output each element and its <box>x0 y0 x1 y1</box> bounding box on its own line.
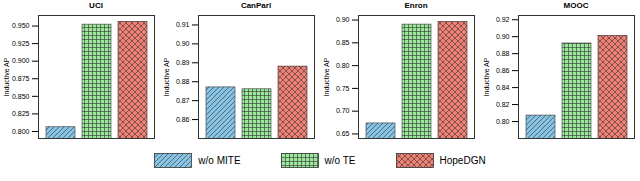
svg-text:0.92: 0.92 <box>496 16 510 23</box>
html-text:Enron: Enron <box>404 1 428 10</box>
svg-text:0.90: 0.90 <box>496 33 510 40</box>
svg-text:0.925: 0.925 <box>12 40 30 47</box>
svg-text:0.800: 0.800 <box>12 128 30 135</box>
svg-text:Inductive AP: Inductive AP <box>3 57 10 96</box>
svg-text:0.825: 0.825 <box>12 110 30 117</box>
svg-text:0.85: 0.85 <box>336 39 350 46</box>
svg-text:0.86: 0.86 <box>496 67 510 74</box>
svg-text:0.950: 0.950 <box>12 22 30 29</box>
svg-text:0.80: 0.80 <box>336 62 350 69</box>
svg-text:0.84: 0.84 <box>496 84 510 91</box>
html-text:MOOC: MOOC <box>563 1 589 10</box>
svg-text:0.86: 0.86 <box>176 116 190 123</box>
svg-text:Inductive AP: Inductive AP <box>163 57 170 96</box>
svg-text:0.91: 0.91 <box>176 21 190 28</box>
html-text:UCI: UCI <box>89 1 103 10</box>
svg-text:0.90: 0.90 <box>336 16 350 23</box>
svg-text:0.850: 0.850 <box>12 93 30 100</box>
svg-text:Inductive AP: Inductive AP <box>483 57 490 96</box>
svg-text:0.70: 0.70 <box>336 107 350 114</box>
svg-text:0.90: 0.90 <box>176 40 190 47</box>
html-text:CanParl: CanParl <box>240 1 272 10</box>
svg-text:0.875: 0.875 <box>12 75 30 82</box>
svg-text:0.900: 0.900 <box>12 57 30 64</box>
svg-text:0.88: 0.88 <box>176 78 190 85</box>
html-text:w/o MITE: w/o MITE <box>198 154 241 166</box>
svg-text:0.87: 0.87 <box>176 97 190 104</box>
svg-text:0.82: 0.82 <box>496 101 510 108</box>
html-text:w/o TE: w/o TE <box>324 154 356 166</box>
svg-text:0.75: 0.75 <box>336 85 350 92</box>
svg-text:Inductive AP: Inductive AP <box>323 57 330 96</box>
svg-text:0.80: 0.80 <box>496 118 510 125</box>
html-text:HopeDGN: HopeDGN <box>439 154 486 166</box>
svg-text:0.65: 0.65 <box>336 130 350 137</box>
svg-text:0.88: 0.88 <box>496 50 510 57</box>
svg-text:0.89: 0.89 <box>176 59 190 66</box>
